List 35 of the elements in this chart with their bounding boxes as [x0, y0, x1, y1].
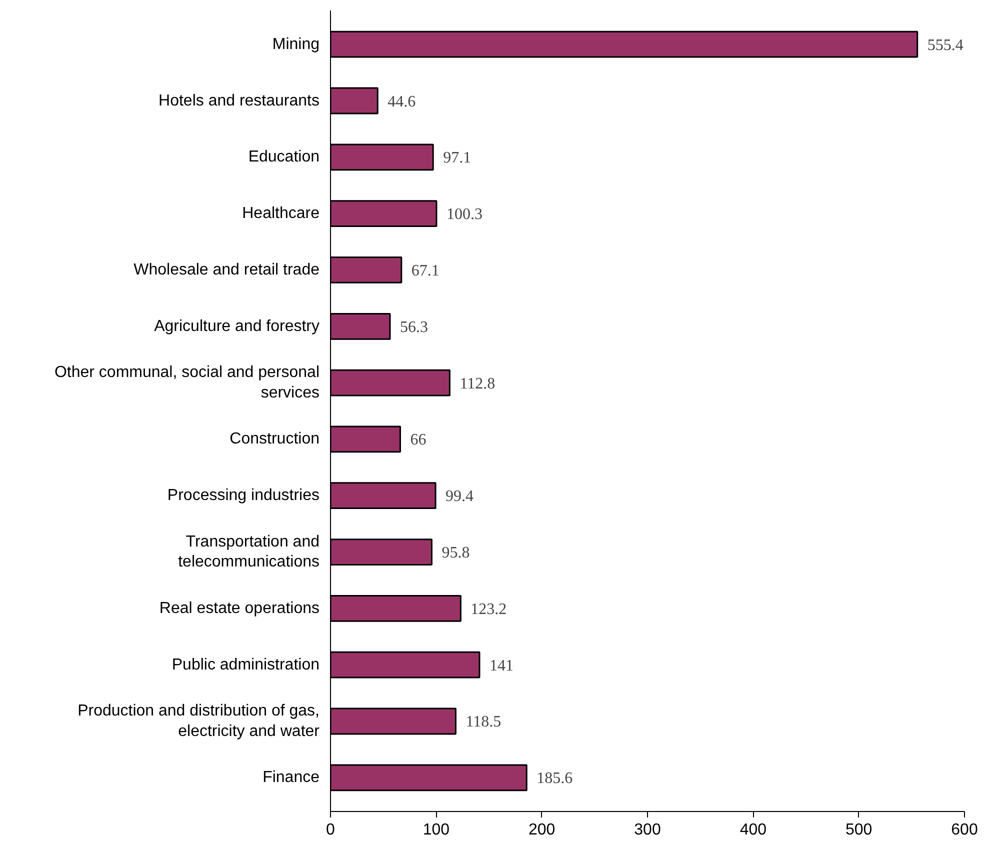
y-tick-label: Wholesale and retail trade: [134, 261, 320, 278]
data-label: 141: [489, 657, 514, 674]
y-tick-label: Transportation and telecommunications: [178, 533, 320, 571]
x-tick-label: 100: [422, 822, 450, 838]
data-label: 118.5: [466, 714, 502, 731]
x-tick-label: 500: [845, 822, 872, 838]
data-label: 99.4: [446, 488, 474, 506]
data-label: 555.4: [927, 36, 964, 54]
x-tick-label: 400: [740, 822, 767, 838]
y-tick-label: Public administration: [172, 656, 320, 674]
y-tick-label: Processing industries: [167, 487, 320, 504]
data-label: 112.8: [460, 375, 496, 392]
data-label: 100.3: [446, 206, 482, 224]
data-label: 123.2: [470, 600, 507, 618]
y-tick-label: Education: [248, 148, 320, 166]
x-tick-label: 300: [634, 822, 661, 838]
y-tick-label: Hotels and restaurants: [158, 92, 320, 110]
y-tick-label: Healthcare: [242, 205, 320, 222]
x-tick-label: 200: [528, 822, 556, 838]
y-tick-label: Real estate operations: [159, 600, 320, 617]
data-label: 56.3: [400, 318, 428, 336]
data-label: 66: [410, 432, 426, 449]
x-tick-label: 0: [326, 822, 336, 838]
y-tick-label: Other communal, social and personal services: [54, 364, 320, 402]
y-tick-label: Production and distribution of gas, electricity and water: [78, 702, 320, 740]
y-tick-label: Finance: [262, 769, 320, 786]
y-tick-label: Agriculture and forestry: [154, 318, 320, 335]
data-label: 97.1: [443, 150, 472, 167]
x-tick-label: 600: [951, 822, 978, 838]
y-tick-label: Construction: [230, 430, 320, 448]
y-tick-label: Mining: [272, 36, 320, 53]
data-label: 185.6: [536, 770, 573, 788]
data-label: 67.1: [411, 262, 440, 280]
data-label: 95.8: [442, 544, 470, 562]
data-label: 44.6: [388, 93, 416, 110]
